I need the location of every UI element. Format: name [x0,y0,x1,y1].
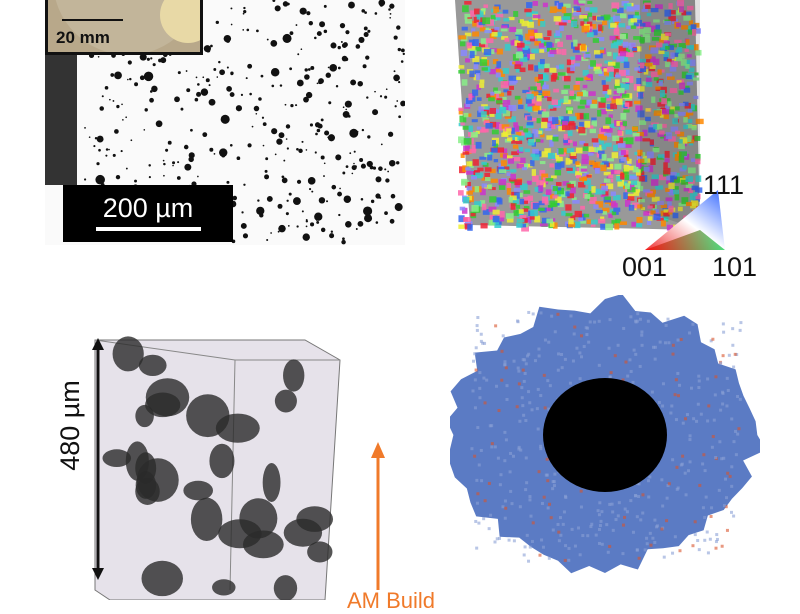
sample-photo-inset: 20 mm [45,0,203,55]
ipf-label-111: 111 [703,170,745,200]
pore-cross-section-map [446,293,767,575]
ipf-color-triangle [640,185,730,253]
scale-bar-200um: 200 µm [63,185,233,242]
ebsd-grain-map-cube [450,0,730,250]
height-label: 480 µm [54,380,85,471]
ipf-label-001: 001 [622,252,668,282]
scale-bar-label: 200 µm [102,193,194,223]
build-direction-label: AM Build [347,588,436,613]
scale-bar-line [95,227,201,231]
ipf-label-101: 101 [712,252,758,282]
ct-pore-volume-render [40,300,440,602]
inset-scale-label: 20 mm [56,28,110,47]
